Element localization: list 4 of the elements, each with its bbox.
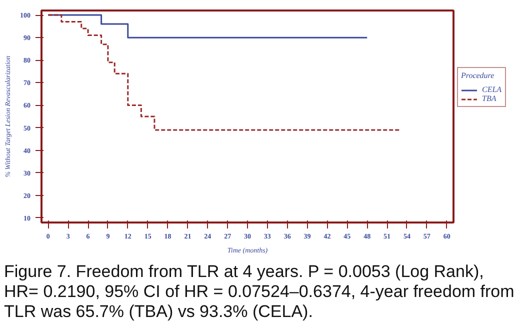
legend-label: TBA [482, 94, 498, 103]
legend-label: CELA [482, 85, 502, 94]
legend-title: Procedure [461, 71, 496, 80]
caption: Figure 7. Freedom from TLR at 4 years. P = 0.0053 (Log Rank), HR= 0.2190, 95% CI of HR = 0.07524–0.6374, 4-year freedom from TLR was 65.7% (TBA) vs 93.3% (CELA). [4, 262, 516, 322]
